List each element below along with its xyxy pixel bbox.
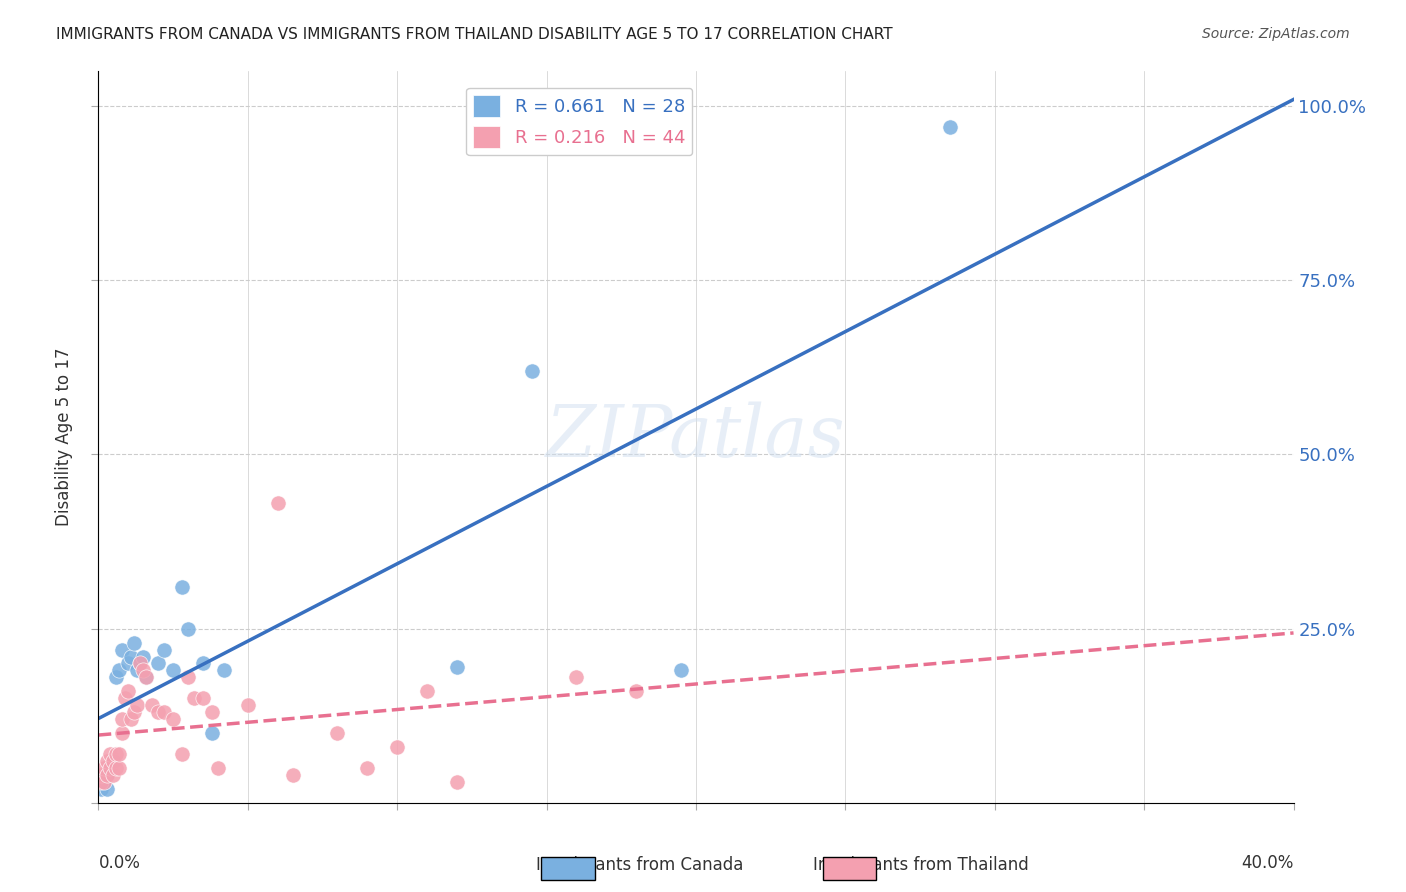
Point: [416, 684, 439, 698]
Text: Source: ZipAtlas.com: Source: ZipAtlas.com: [1202, 27, 1350, 41]
Point: [129, 657, 152, 671]
Point: [93, 775, 115, 789]
Point: [129, 657, 152, 671]
Point: [183, 691, 205, 706]
Point: [141, 698, 163, 713]
Point: [520, 364, 543, 378]
Point: [105, 747, 128, 761]
Point: [446, 775, 468, 789]
Point: [177, 670, 200, 684]
Point: [135, 670, 157, 684]
Point: [114, 691, 136, 706]
Point: [93, 761, 115, 775]
Text: Immigrants from Canada: Immigrants from Canada: [536, 856, 744, 874]
Point: [105, 761, 128, 775]
Point: [108, 761, 131, 775]
Point: [132, 649, 155, 664]
Point: [100, 747, 122, 761]
Point: [162, 712, 184, 726]
Text: ZIPatlas: ZIPatlas: [546, 401, 846, 473]
Point: [108, 664, 131, 678]
Point: [103, 754, 125, 768]
Point: [356, 761, 378, 775]
Point: [93, 775, 115, 789]
Point: [236, 698, 259, 713]
Point: [939, 120, 962, 134]
Point: [100, 761, 122, 775]
Point: [669, 664, 692, 678]
Point: [201, 705, 224, 719]
Point: [267, 496, 290, 510]
Text: IMMIGRANTS FROM CANADA VS IMMIGRANTS FROM THAILAND DISABILITY AGE 5 TO 17 CORREL: IMMIGRANTS FROM CANADA VS IMMIGRANTS FRO…: [56, 27, 893, 42]
Point: [172, 580, 194, 594]
Point: [281, 768, 304, 782]
Point: [120, 649, 142, 664]
Point: [162, 664, 184, 678]
Point: [90, 775, 112, 789]
Point: [105, 670, 128, 684]
Point: [172, 747, 194, 761]
Point: [132, 664, 155, 678]
Point: [103, 754, 125, 768]
Point: [191, 691, 214, 706]
Point: [96, 768, 118, 782]
Point: [108, 747, 131, 761]
Point: [96, 768, 118, 782]
Text: 0.0%: 0.0%: [98, 854, 141, 872]
Point: [117, 657, 139, 671]
Text: Immigrants from Thailand: Immigrants from Thailand: [813, 856, 1029, 874]
Point: [148, 657, 170, 671]
Point: [90, 768, 112, 782]
Point: [626, 684, 648, 698]
Point: [120, 712, 142, 726]
Point: [177, 622, 200, 636]
Point: [127, 664, 149, 678]
Legend: R = 0.661   N = 28, R = 0.216   N = 44: R = 0.661 N = 28, R = 0.216 N = 44: [465, 87, 692, 155]
Point: [100, 761, 122, 775]
Point: [127, 698, 149, 713]
Point: [124, 635, 146, 649]
Point: [385, 740, 409, 755]
Point: [207, 761, 229, 775]
Point: [446, 660, 468, 674]
Point: [96, 781, 118, 796]
Point: [565, 670, 588, 684]
Point: [191, 657, 214, 671]
Point: [153, 642, 176, 657]
Text: 40.0%: 40.0%: [1241, 854, 1294, 872]
Point: [148, 705, 170, 719]
Y-axis label: Disability Age 5 to 17: Disability Age 5 to 17: [55, 348, 73, 526]
Point: [135, 670, 157, 684]
Point: [212, 664, 235, 678]
Point: [90, 781, 112, 796]
Point: [96, 754, 118, 768]
Point: [111, 642, 134, 657]
Point: [124, 705, 146, 719]
Point: [111, 726, 134, 740]
Point: [326, 726, 349, 740]
Point: [153, 705, 176, 719]
Point: [103, 768, 125, 782]
Point: [111, 712, 134, 726]
Point: [117, 684, 139, 698]
Point: [201, 726, 224, 740]
